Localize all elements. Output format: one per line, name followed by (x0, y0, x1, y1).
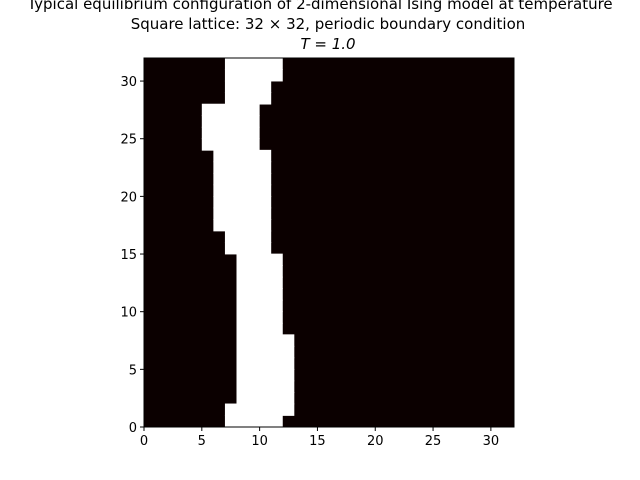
spin-up-cell-row (236, 253, 283, 266)
x-tick-label: 15 (309, 434, 326, 449)
x-tick-label: 0 (140, 434, 148, 449)
spin-up-cell-row (213, 161, 272, 174)
spin-up-cell-row (236, 392, 295, 405)
spin-up-cell-row (224, 92, 272, 105)
spin-up-cell-row (236, 334, 295, 347)
spin-up-cell-row (201, 115, 260, 128)
axes-frame (143, 57, 515, 428)
spin-up-cell-row (224, 57, 283, 70)
spin-up-cell-row (201, 126, 260, 140)
plot-area (143, 57, 515, 428)
y-tick-label: 0 (129, 421, 137, 436)
y-axis: 0 5 10 15 20 25 30 (120, 75, 144, 436)
x-tick-label: 20 (367, 434, 384, 449)
y-tick-label: 30 (120, 75, 137, 90)
chart-title-line-2: Square lattice: 32 × 32, periodic bounda… (131, 15, 526, 33)
spin-up-cell-row (236, 288, 283, 301)
spin-up-cell-row (236, 357, 295, 370)
spin-up-cell-row (224, 230, 272, 243)
spin-down-background (144, 58, 514, 427)
x-tick-label: 25 (425, 434, 442, 449)
x-tick-label: 5 (198, 434, 206, 449)
spin-up-cell-row (236, 299, 283, 313)
x-axis: 0 5 10 15 20 25 30 (140, 427, 499, 449)
spin-up-cell-row (213, 195, 272, 209)
y-tick-label: 20 (120, 190, 137, 205)
spin-up-cell-row (236, 311, 283, 324)
spin-up-cell-row (224, 80, 272, 93)
y-tick-label: 25 (120, 133, 137, 148)
spin-up-cell-row (224, 69, 283, 82)
spin-up-cell-row (213, 207, 272, 220)
spin-up-cell-row (236, 322, 283, 336)
spin-up-cell-row (236, 380, 295, 393)
spin-up-cell-row (224, 415, 283, 428)
spin-up-cell-row (236, 368, 295, 382)
spin-up-cell-row (213, 184, 272, 197)
chart-title-line-1: Typical equilibrium configuration of 2-d… (26, 0, 612, 13)
spin-up-cell-row (236, 276, 283, 290)
spin-up-cell-row (213, 172, 272, 186)
y-tick-label: 15 (120, 248, 137, 263)
y-tick-label: 10 (120, 306, 137, 321)
spin-up-cell-row (224, 403, 295, 416)
spin-up-cell-row (236, 265, 283, 278)
y-tick-label: 5 (129, 363, 137, 378)
spin-up-cell-row (224, 242, 272, 255)
x-tick-label: 30 (483, 434, 500, 449)
spin-up-cell-row (236, 345, 295, 359)
chart-title-line-3: T = 1.0 (300, 35, 355, 53)
spin-up-cell-row (213, 149, 272, 163)
spin-up-cell-row (201, 103, 260, 117)
spin-up-cell-row (213, 219, 272, 232)
x-tick-label: 10 (251, 434, 268, 449)
spin-up-cell-row (201, 138, 260, 151)
